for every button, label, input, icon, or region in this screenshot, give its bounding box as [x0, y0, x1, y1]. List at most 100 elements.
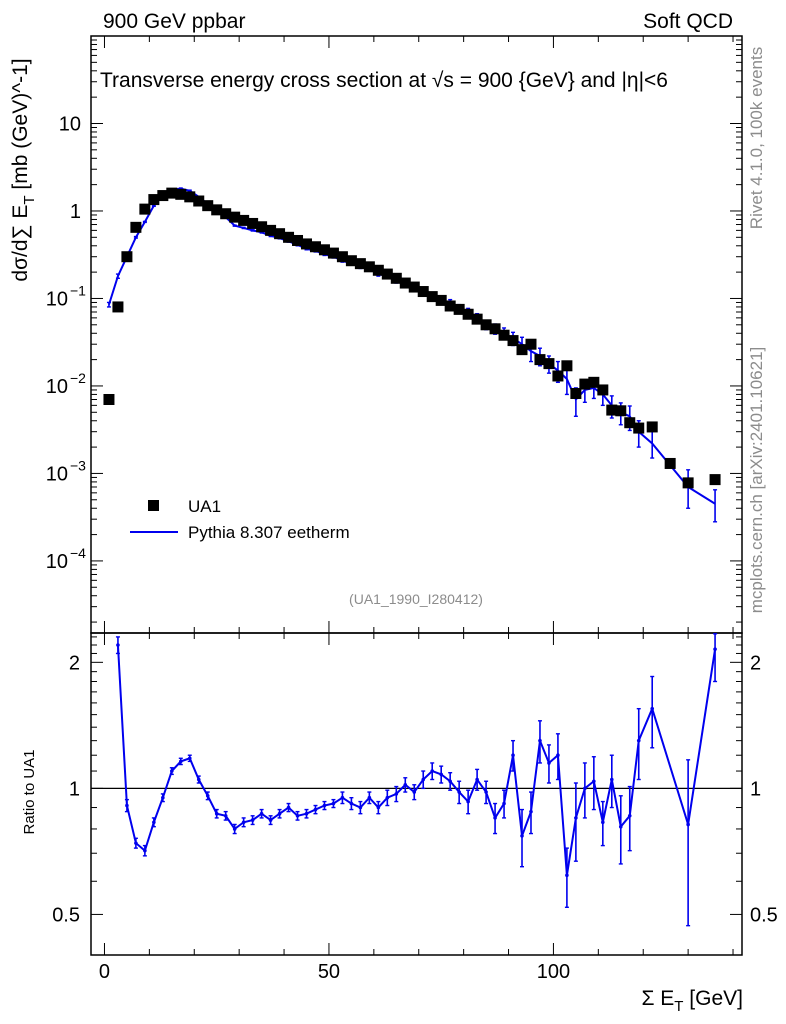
- ratio-point: [116, 643, 120, 647]
- ua1-data-point: [664, 457, 676, 469]
- top-y-axis-label-unit: [mb (GeV)^-1]: [9, 58, 32, 195]
- ratio-point: [187, 756, 192, 761]
- ua1-data-point: [480, 319, 492, 331]
- top-y-axis-label-main: dσ/d∑ E: [9, 205, 32, 282]
- ua1-data-point: [633, 422, 645, 434]
- ua1-data-point: [157, 190, 169, 202]
- y-tick-label-exponent: −1: [70, 282, 86, 298]
- ua1-data-point: [471, 313, 483, 325]
- ua1-data-point: [444, 300, 456, 312]
- ratio-point: [125, 803, 129, 808]
- y-tick-label: 1: [70, 201, 81, 223]
- ua1-data-point: [265, 224, 277, 236]
- ua1-data-point: [292, 234, 304, 246]
- ratio-point: [475, 777, 479, 782]
- legend-ua1-marker: [148, 500, 159, 511]
- ratio-point: [421, 777, 426, 782]
- ua1-data-point: [624, 417, 636, 429]
- ratio-axis-ticks: [91, 633, 742, 956]
- x-axis-label: Σ ET [GeV]: [641, 987, 743, 1015]
- ratio-point: [358, 805, 363, 810]
- ratio-point: [170, 769, 174, 773]
- ratio-point: [592, 779, 596, 784]
- x-tick-label: 0: [99, 961, 110, 983]
- pythia-line: [108, 187, 716, 505]
- header-right: Soft QCD: [643, 10, 733, 33]
- ua1-data-point: [399, 277, 411, 289]
- ratio-point: [511, 753, 515, 758]
- analysis-tag: (UA1_1990_I280412): [349, 591, 483, 607]
- ratio-point: [349, 801, 354, 806]
- ua1-data-point: [534, 354, 546, 366]
- ratio-point: [241, 820, 246, 825]
- ua1-data-point: [606, 404, 618, 416]
- ratio-point: [295, 814, 300, 818]
- ua1-data-point: [283, 231, 295, 243]
- ua1-data-point: [121, 251, 133, 263]
- ratio-y-tick-label: 0.5: [52, 904, 80, 926]
- legend-ua1-label: UA1: [188, 497, 221, 516]
- ratio-point: [232, 827, 237, 831]
- ratio-point: [161, 795, 165, 800]
- ua1-data-point: [148, 194, 160, 206]
- ratio-point: [574, 816, 578, 820]
- ratio-point: [376, 805, 381, 810]
- top-y-axis-label: dσ/d∑ ET [mb (GeV)^-1]: [9, 58, 38, 281]
- ratio-point: [367, 795, 372, 800]
- x-axis-label-main: Σ E: [641, 987, 674, 1010]
- legend-pythia-label: Pythia 8.307 eetherm: [188, 523, 350, 542]
- ua1-data-point: [274, 228, 286, 240]
- y-tick-label-exponent: −2: [70, 370, 86, 386]
- ratio-point: [223, 814, 228, 818]
- ratio-point: [484, 790, 488, 794]
- pythia-series: [106, 187, 718, 523]
- ratio-point: [601, 820, 605, 825]
- ratio-point: [340, 795, 345, 800]
- y-tick-label-exponent: −3: [70, 457, 86, 473]
- ratio-y-tick-labels: 0.5 0.5 1 1 2 2: [52, 652, 778, 926]
- ua1-data-point: [462, 308, 474, 320]
- ua1-data-point: [435, 294, 447, 306]
- top-y-axis-label-sub: T: [21, 195, 38, 204]
- ratio-point: [636, 738, 641, 743]
- ratio-series: [115, 633, 718, 927]
- ratio-y-tick-label-right: 0.5: [750, 904, 778, 926]
- ua1-data-point: [301, 238, 313, 250]
- ua1-data-point: [709, 474, 721, 486]
- ratio-point: [650, 706, 655, 711]
- ua1-data-point: [682, 477, 694, 489]
- y-tick-label: 10: [46, 288, 68, 310]
- ratio-point: [134, 841, 138, 845]
- ua1-data-point: [354, 258, 366, 270]
- ratio-point: [430, 769, 435, 773]
- ratio-point: [610, 777, 614, 782]
- mcplots-credit-label: mcplots.cern.ch [arXiv:2401.10621]: [747, 347, 766, 613]
- ratio-point: [520, 834, 524, 838]
- ratio-point: [322, 803, 327, 808]
- ua1-data-point: [453, 303, 465, 315]
- ratio-point: [304, 811, 309, 816]
- ratio-point: [385, 795, 390, 800]
- ua1-data-point: [202, 200, 214, 212]
- ua1-data-point: [489, 323, 501, 335]
- ua1-data-point: [130, 221, 142, 233]
- ua1-data-point: [390, 272, 402, 284]
- ua1-data-point: [543, 358, 555, 370]
- ua1-data-point: [372, 264, 384, 276]
- x-axis-label-unit: [GeV]: [683, 987, 743, 1010]
- ratio-point: [618, 824, 623, 829]
- ua1-data-point: [552, 370, 564, 382]
- ratio-point: [214, 811, 219, 816]
- ua1-data-point: [507, 335, 519, 347]
- ua1-data-point: [516, 344, 528, 356]
- ua1-data-point: [646, 421, 658, 433]
- ratio-point: [556, 753, 560, 758]
- ua1-data-point: [588, 376, 600, 388]
- ua1-data-point: [103, 393, 115, 405]
- ua1-data-point: [579, 378, 591, 390]
- ratio-point: [143, 848, 147, 853]
- x-tick-label: 50: [318, 961, 340, 983]
- x-tick-label: 100: [537, 961, 570, 983]
- ua1-data-point: [184, 191, 196, 203]
